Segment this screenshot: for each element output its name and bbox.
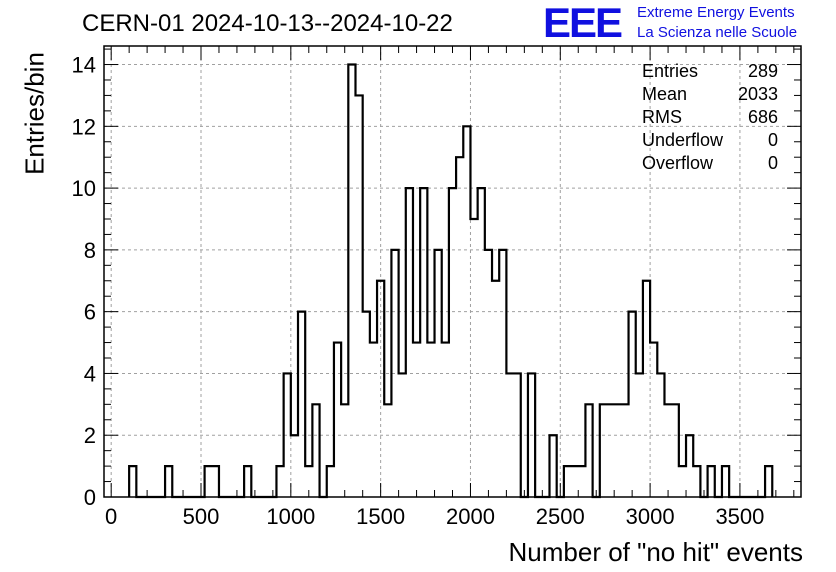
stats-row-overflow: Overflow 0 bbox=[642, 152, 778, 175]
stats-label: Underflow bbox=[642, 130, 724, 150]
stats-box: Entries 289 Mean 2033 RMS 686 Underflow … bbox=[642, 60, 778, 175]
stats-row-underflow: Underflow 0 bbox=[642, 129, 778, 152]
stats-label: RMS bbox=[642, 107, 682, 127]
stats-value: 0 bbox=[767, 130, 778, 150]
chart-title: CERN-01 2024-10-13--2024-10-22 bbox=[82, 10, 453, 37]
stats-value: 686 bbox=[747, 107, 778, 127]
y-tick-label: 4 bbox=[84, 361, 96, 386]
stats-label: Overflow bbox=[642, 153, 714, 173]
y-tick-label: 14 bbox=[72, 53, 96, 78]
y-axis-label: Entries/bin bbox=[19, 52, 50, 175]
x-axis-label: Number of "no hit" events bbox=[508, 537, 804, 567]
histogram-line bbox=[128, 63, 774, 499]
stats-label: Mean bbox=[642, 84, 688, 104]
x-tick-label: 3000 bbox=[626, 504, 675, 529]
y-tick-label: 12 bbox=[72, 114, 96, 139]
logo-text: Extreme Energy Events La Scienza nelle S… bbox=[637, 3, 797, 43]
stats-value: 2033 bbox=[737, 84, 778, 104]
stats-row-rms: RMS 686 bbox=[642, 106, 778, 129]
y-tick-label: 8 bbox=[84, 238, 96, 263]
x-tick-label: 3500 bbox=[715, 504, 764, 529]
y-tick-label: 6 bbox=[84, 300, 96, 325]
stats-label: Entries bbox=[642, 61, 699, 81]
stats-row-mean: Mean 2033 bbox=[642, 83, 778, 106]
x-tick-label: 2500 bbox=[536, 504, 585, 529]
stats-value: 0 bbox=[767, 153, 778, 173]
stats-row-entries: Entries 289 bbox=[642, 60, 778, 83]
y-tick-label: 0 bbox=[84, 485, 96, 510]
y-tick-label: 2 bbox=[84, 423, 96, 448]
logo-line-1: Extreme Energy Events bbox=[637, 4, 795, 21]
x-tick-label: 1000 bbox=[266, 504, 315, 529]
y-tick-label: 10 bbox=[72, 176, 96, 201]
logo-line-2: La Scienza nelle Scuole bbox=[637, 24, 798, 41]
x-tick-label: 1500 bbox=[356, 504, 405, 529]
stats-value: 289 bbox=[747, 61, 778, 81]
x-tick-label: 500 bbox=[183, 504, 220, 529]
x-tick-label: 0 bbox=[105, 504, 117, 529]
x-tick-label: 2000 bbox=[446, 504, 495, 529]
eee-logo: EEE bbox=[543, 0, 623, 46]
